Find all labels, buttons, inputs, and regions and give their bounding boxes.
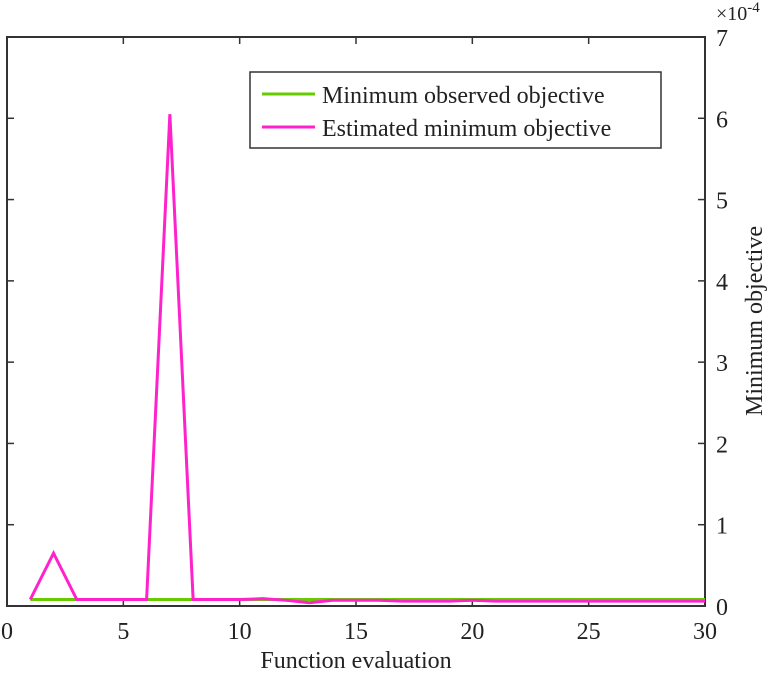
legend: Minimum observed objective Estimated min… xyxy=(249,71,662,149)
x-tick-label: 0 xyxy=(1,619,13,645)
y-tick-label: 2 xyxy=(716,432,728,458)
x-axis-label: Function evaluation xyxy=(260,648,451,674)
series-line-estimated xyxy=(28,114,705,605)
x-tick-label: 25 xyxy=(577,619,601,645)
y-tick-label: 6 xyxy=(716,107,728,133)
y-tick-label: 5 xyxy=(716,189,728,215)
x-tick-label: 5 xyxy=(117,619,129,645)
y-tick-label: 7 xyxy=(716,26,728,52)
y-tick-label: 1 xyxy=(716,514,728,540)
x-tick-label: 15 xyxy=(344,619,368,645)
x-tick-label: 20 xyxy=(460,619,484,645)
x-tick-label: 30 xyxy=(693,619,717,645)
y-exponent: ×10-4 xyxy=(716,0,760,25)
y-tick-label: 4 xyxy=(716,270,728,296)
x-tick-label: 10 xyxy=(228,619,252,645)
y-tick-label: 3 xyxy=(716,351,728,377)
y-tick-label: 0 xyxy=(716,595,728,621)
legend-label-estimated: Estimated minimum objective xyxy=(322,116,611,142)
y-axis-label: Minimum objective xyxy=(742,226,768,416)
legend-label-observed: Minimum observed objective xyxy=(322,83,605,109)
